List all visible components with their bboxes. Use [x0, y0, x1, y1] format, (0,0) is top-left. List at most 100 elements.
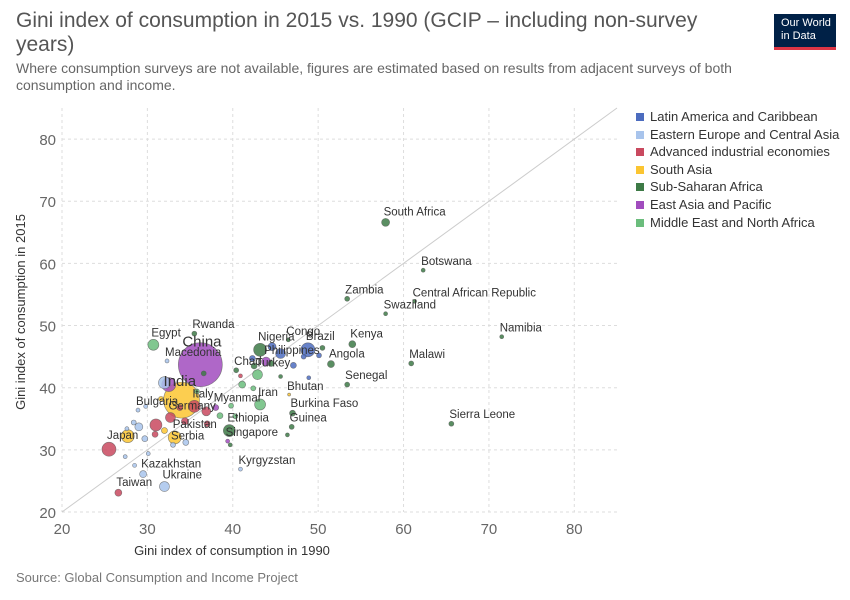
data-point-chad[interactable]: [233, 367, 239, 374]
data-point[interactable]: [316, 352, 322, 359]
data-point-botswana[interactable]: [420, 267, 426, 273]
data-point-macedonia[interactable]: [164, 358, 170, 364]
legend-item[interactable]: Sub-Saharan Africa: [636, 178, 839, 196]
data-point[interactable]: [182, 439, 190, 446]
data-point[interactable]: [285, 432, 290, 438]
point-label: Chad: [234, 356, 262, 368]
data-point[interactable]: [249, 355, 256, 362]
data-point-malawi[interactable]: [408, 360, 415, 367]
data-point[interactable]: [238, 373, 243, 379]
data-point-singapore[interactable]: [225, 438, 230, 444]
data-point-egypt[interactable]: [147, 339, 160, 351]
data-point-kenya[interactable]: [348, 340, 357, 348]
data-point-swaziland[interactable]: [383, 311, 388, 317]
reference-line-y-equals-x: [61, 107, 618, 513]
data-point-turkey[interactable]: [252, 369, 263, 380]
data-point[interactable]: [216, 412, 224, 419]
data-point-myanmar[interactable]: [212, 404, 219, 411]
point-label: Central African Republic: [413, 287, 537, 299]
point-label: South Africa: [384, 206, 447, 218]
data-point-china[interactable]: [178, 342, 223, 387]
legend-item[interactable]: Eastern Europe and Central Asia: [636, 126, 839, 144]
data-point[interactable]: [228, 402, 234, 409]
data-point[interactable]: [145, 451, 151, 456]
point-label: Botswana: [421, 256, 472, 268]
data-point[interactable]: [250, 362, 258, 370]
data-point-brazil[interactable]: [300, 342, 316, 358]
data-point[interactable]: [143, 404, 148, 409]
data-point[interactable]: [194, 388, 200, 395]
data-point[interactable]: [158, 396, 164, 402]
data-point-nigeria[interactable]: [253, 342, 267, 357]
data-point[interactable]: [232, 413, 239, 420]
data-point[interactable]: [306, 375, 312, 381]
data-point[interactable]: [278, 374, 283, 379]
data-point-south-africa[interactable]: [381, 218, 390, 227]
data-points: [101, 218, 505, 497]
data-point-serbia[interactable]: [170, 442, 176, 448]
legend-item[interactable]: Advanced industrial economies: [636, 143, 839, 161]
data-point[interactable]: [267, 342, 277, 351]
data-point[interactable]: [267, 360, 275, 367]
data-point[interactable]: [250, 385, 257, 392]
logo-line-1: Our World: [781, 17, 831, 29]
data-point[interactable]: [181, 417, 189, 426]
point-label: Turkey: [256, 358, 291, 370]
point-label: Sierra Leone: [449, 409, 515, 421]
data-point[interactable]: [132, 463, 137, 468]
data-point-ukraine[interactable]: [159, 481, 170, 492]
y-tick-label: 80: [39, 132, 56, 149]
data-point[interactable]: [319, 345, 326, 351]
data-point-guinea[interactable]: [288, 424, 295, 430]
point-label: Pakistan: [173, 419, 217, 431]
data-point-italy[interactable]: [188, 400, 201, 413]
data-point-iran[interactable]: [254, 398, 266, 411]
data-point-angola[interactable]: [327, 360, 335, 368]
data-point[interactable]: [122, 454, 128, 459]
data-point[interactable]: [151, 431, 159, 438]
legend-item[interactable]: Middle East and North Africa: [636, 214, 839, 232]
data-point[interactable]: [201, 406, 212, 417]
data-point-ethiopia[interactable]: [223, 424, 236, 437]
data-point[interactable]: [290, 362, 297, 369]
data-point-rwanda[interactable]: [191, 330, 198, 337]
legend-item[interactable]: East Asia and Pacific: [636, 196, 839, 214]
data-point[interactable]: [141, 435, 149, 442]
legend-label: East Asia and Pacific: [650, 196, 772, 212]
legend-item[interactable]: Latin America and Caribbean: [636, 108, 839, 126]
data-point[interactable]: [158, 376, 171, 390]
data-point-namibia[interactable]: [499, 334, 505, 340]
data-point[interactable]: [176, 404, 184, 411]
data-point-japan[interactable]: [101, 441, 117, 457]
data-point-burkina-faso[interactable]: [289, 409, 296, 417]
owid-logo[interactable]: Our World in Data: [774, 14, 836, 50]
point-label: China: [182, 334, 222, 351]
data-point-germany[interactable]: [165, 412, 176, 423]
data-point-senegal[interactable]: [344, 381, 350, 388]
data-point-zambia[interactable]: [344, 296, 350, 302]
data-point-kyrgyzstan[interactable]: [238, 466, 243, 472]
data-point-central-african-republic[interactable]: [412, 298, 417, 304]
data-point-taiwan[interactable]: [114, 488, 123, 497]
data-point[interactable]: [161, 427, 168, 434]
data-point-bhutan[interactable]: [287, 392, 291, 397]
legend-swatch: [636, 148, 644, 157]
point-label: Iran: [258, 387, 278, 399]
data-point[interactable]: [300, 353, 307, 360]
data-point[interactable]: [238, 380, 246, 389]
data-point[interactable]: [134, 422, 144, 432]
data-point[interactable]: [149, 418, 163, 432]
legend-item[interactable]: South Asia: [636, 161, 839, 179]
data-point[interactable]: [227, 442, 233, 448]
data-point-congo[interactable]: [285, 337, 291, 343]
data-point[interactable]: [130, 419, 137, 426]
point-label: Malawi: [409, 349, 445, 361]
point-label: Kazakhstan: [141, 459, 201, 471]
data-point-sierra-leone[interactable]: [448, 420, 455, 427]
data-point[interactable]: [275, 348, 286, 359]
data-point-bulgaria[interactable]: [135, 407, 141, 413]
data-point-kazakhstan[interactable]: [139, 470, 147, 478]
data-point[interactable]: [203, 420, 211, 428]
data-point[interactable]: [124, 426, 130, 432]
data-point[interactable]: [200, 370, 207, 377]
